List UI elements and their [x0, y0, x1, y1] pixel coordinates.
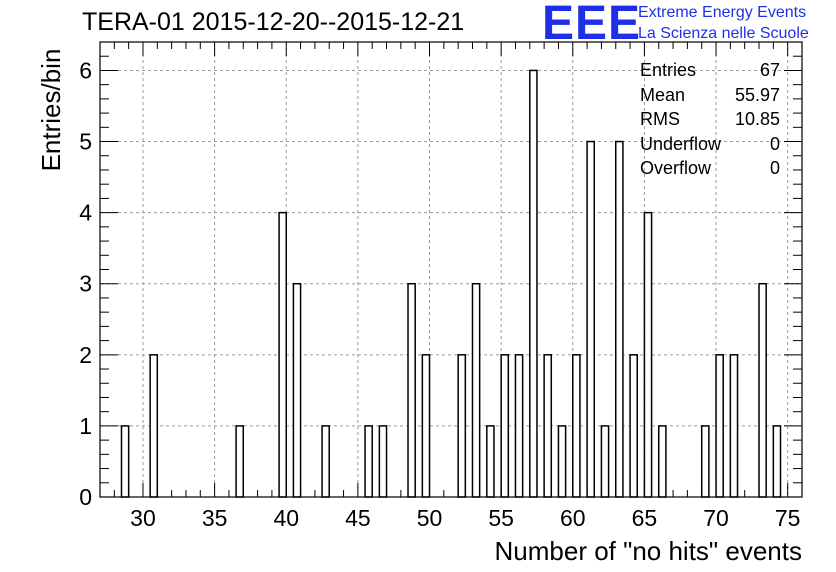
histogram-bar: [486, 425, 495, 498]
stat-label: Mean: [640, 84, 686, 105]
x-tick-label: 30: [130, 505, 156, 531]
stat-row-entries: Entries 67: [640, 58, 780, 83]
x-tick-label: 40: [273, 505, 299, 531]
x-tick-label: 55: [488, 505, 514, 531]
histogram-bar: [120, 425, 130, 498]
x-axis-label: Number of "no hits" events: [494, 536, 803, 566]
histogram-bar: [529, 69, 538, 498]
histogram-bar: [364, 425, 373, 498]
histogram-bar: [758, 282, 767, 498]
stats-box: Entries 67 Mean 55.97 RMS 10.85 Underflo…: [640, 58, 780, 181]
histogram-bar: [715, 354, 724, 498]
histogram-bar: [772, 425, 782, 498]
logo-line-1: Extreme Energy Events: [638, 4, 807, 21]
y-tick-label: 1: [79, 413, 92, 439]
eee-logo-text: Extreme Energy Events La Scienza nelle S…: [638, 2, 809, 44]
stat-label: RMS: [640, 109, 680, 129]
y-tick-label: 2: [79, 342, 92, 368]
histogram-bar: [457, 354, 467, 498]
histogram-bar: [407, 282, 416, 498]
y-tick-label: 3: [79, 271, 92, 297]
stat-value: 0: [769, 133, 780, 154]
stat-label: Underflow: [640, 133, 722, 154]
histogram-bar: [471, 282, 481, 498]
eee-logo: EEE: [542, 0, 642, 50]
histogram-bar: [600, 425, 610, 498]
stat-value: 55.97: [734, 84, 780, 105]
stat-row-overflow: Overflow 0: [640, 156, 780, 181]
histogram-bar: [572, 354, 581, 498]
x-tick-label: 70: [703, 505, 729, 531]
histogram-bar: [729, 354, 739, 498]
histogram-bar: [278, 211, 287, 498]
stat-value: 67: [759, 60, 780, 80]
histogram-bar: [514, 354, 524, 498]
axis-ticks: [99, 41, 803, 498]
chart-title: TERA-01 2015-12-20--2015-12-21: [82, 8, 465, 36]
y-tick-label: 5: [79, 129, 92, 155]
histogram-bar: [321, 425, 330, 498]
x-tick-label: 45: [345, 505, 371, 531]
histogram-bar: [586, 140, 596, 498]
x-tick-label: 35: [202, 505, 228, 531]
histogram-bar: [500, 354, 510, 498]
histogram-bar: [615, 140, 624, 498]
stat-row-underflow: Underflow 0: [640, 132, 780, 157]
stat-value: 10.85: [734, 109, 780, 129]
histogram-bar: [543, 354, 553, 498]
histogram-bar: [629, 354, 638, 498]
histogram-bar: [421, 354, 431, 498]
histogram-bar: [292, 282, 302, 498]
stat-value: 0: [769, 158, 780, 178]
histogram-bar: [378, 425, 388, 498]
logo-line-2: La Scienza nelle Scuole: [638, 25, 809, 42]
histogram-bar: [557, 425, 567, 498]
stat-label: Overflow: [640, 158, 712, 178]
histogram-bar: [235, 425, 245, 498]
histogram-bar: [149, 354, 159, 498]
histogram-bar: [643, 211, 653, 498]
x-tick-label: 75: [775, 505, 801, 531]
x-tick-label: 65: [632, 505, 658, 531]
y-tick-label: 0: [79, 484, 92, 510]
histogram-bar: [700, 425, 710, 498]
x-tick-label: 50: [417, 505, 443, 531]
stat-row-rms: RMS 10.85: [640, 107, 780, 132]
stat-label: Entries: [640, 60, 697, 80]
y-tick-label: 6: [79, 57, 92, 83]
y-tick-label: 4: [79, 200, 92, 226]
y-axis-label: Entries/bin: [36, 48, 66, 172]
histogram-bar: [657, 425, 667, 498]
x-tick-label: 60: [560, 505, 586, 531]
stat-row-mean: Mean 55.97: [640, 83, 780, 108]
